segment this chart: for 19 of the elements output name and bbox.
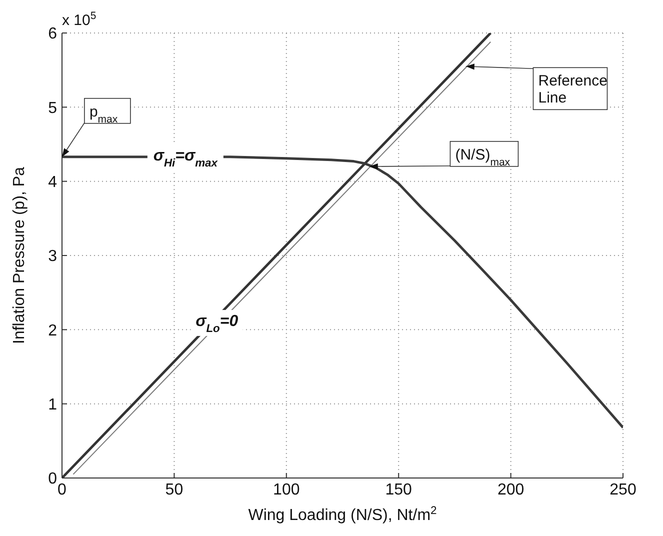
y-tick-label: 6	[48, 26, 58, 43]
text: x 10$^{5}$	[62, 10, 96, 29]
y-axis-title: Inflation Pressure (p), Pa	[11, 166, 28, 344]
series-label: σ$_{Hi}$=σ$_{max}$	[153, 148, 218, 170]
text: Reference Line	[538, 72, 608, 107]
series-label: σ$_{Lo}$=0	[196, 312, 238, 335]
y-tick-label: 1	[48, 396, 58, 414]
y-tick-label: 4	[48, 174, 58, 192]
y-tick-label: 3	[48, 248, 58, 266]
y-tick-label: 2	[48, 322, 58, 340]
x-tick-label: 250	[610, 481, 636, 498]
x-tick-label: 150	[385, 481, 412, 498]
annotation: p$_{max}$	[89, 103, 118, 126]
y-tick-label: 5	[48, 100, 58, 117]
x-tick-label: 50	[165, 481, 184, 498]
x-tick-label: 100	[273, 481, 300, 498]
x-axis-title: Wing Loading (N/S), Nt/m$^{2}$	[248, 505, 437, 524]
x-tick-label: 200	[497, 481, 524, 498]
annotation: (N/S)$_{max}$	[455, 146, 511, 168]
